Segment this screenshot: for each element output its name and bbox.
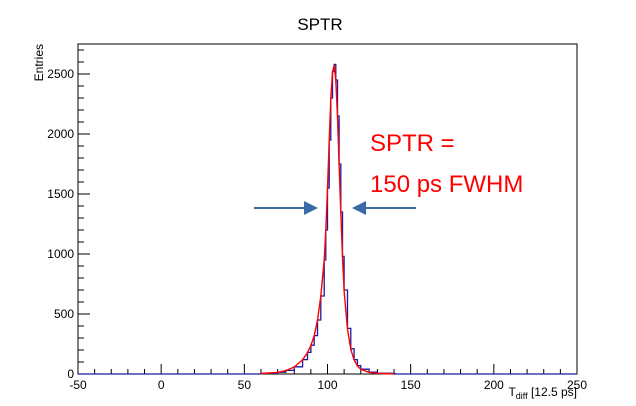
annotation-line-2: 150 ps FWHM (370, 171, 523, 198)
fit-curve (260, 64, 395, 375)
arrow-right-head (352, 201, 366, 215)
y-tick-label: 1500 (47, 187, 74, 201)
y-axis-label: Entries (32, 44, 46, 81)
y-tick-label: 1000 (47, 247, 74, 261)
x-tick-label: 0 (158, 378, 165, 392)
chart-title: SPTR (297, 15, 342, 34)
x-tick-label: -50 (69, 378, 87, 392)
x-axis-label-unit: [12.5 ps] (528, 385, 577, 399)
x-axis-label: Tdiff [12.5 ps] (508, 385, 577, 401)
annotation-line-1: SPTR = (370, 130, 455, 157)
x-axis-label-main: T (508, 385, 516, 399)
x-tick-label: 250 (567, 378, 587, 392)
x-tick-label: 150 (401, 378, 421, 392)
x-tick-label: 100 (317, 378, 337, 392)
y-tick-label: 500 (54, 307, 74, 321)
x-tick-label: 50 (238, 378, 252, 392)
y-tick-label: 2000 (47, 127, 74, 141)
x-tick-label: 200 (484, 378, 504, 392)
x-axis-label-subscript: diff (516, 391, 528, 401)
histogram-series (261, 63, 396, 375)
y-tick-label: 0 (67, 367, 74, 381)
arrow-left-head (304, 201, 318, 215)
y-tick-label: 2500 (47, 67, 74, 81)
